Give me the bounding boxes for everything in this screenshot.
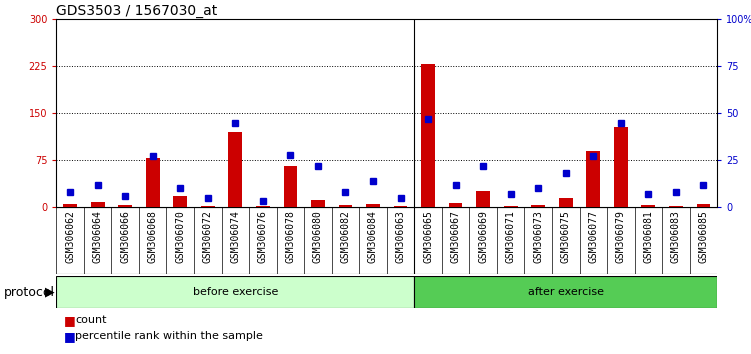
Bar xyxy=(119,205,132,207)
Text: GSM306070: GSM306070 xyxy=(175,210,185,263)
Text: GSM306077: GSM306077 xyxy=(588,210,599,263)
Text: ▶: ▶ xyxy=(45,286,55,298)
Bar xyxy=(283,166,297,207)
Text: GSM306062: GSM306062 xyxy=(65,210,75,263)
Bar xyxy=(531,205,545,207)
Bar xyxy=(311,200,324,207)
Text: GSM306083: GSM306083 xyxy=(671,210,681,263)
Text: ■: ■ xyxy=(64,314,76,327)
Text: GSM306084: GSM306084 xyxy=(368,210,378,263)
Bar xyxy=(614,127,628,207)
Text: protocol: protocol xyxy=(4,286,55,298)
Text: GSM306081: GSM306081 xyxy=(644,210,653,263)
Text: GSM306068: GSM306068 xyxy=(148,210,158,263)
Bar xyxy=(394,206,407,207)
Bar xyxy=(669,206,683,207)
Text: GSM306078: GSM306078 xyxy=(285,210,295,263)
Bar xyxy=(504,206,517,207)
Bar xyxy=(91,202,104,207)
Text: after exercise: after exercise xyxy=(528,287,604,297)
Text: GSM306073: GSM306073 xyxy=(533,210,543,263)
Bar xyxy=(228,132,242,207)
Text: ■: ■ xyxy=(64,330,76,343)
Bar xyxy=(366,204,380,207)
Bar xyxy=(63,204,77,207)
Bar xyxy=(641,205,655,207)
Text: GSM306082: GSM306082 xyxy=(340,210,351,263)
Text: GSM306085: GSM306085 xyxy=(698,210,708,263)
Text: GSM306079: GSM306079 xyxy=(616,210,626,263)
Text: percentile rank within the sample: percentile rank within the sample xyxy=(75,331,263,341)
Bar xyxy=(559,198,572,207)
Bar xyxy=(421,64,435,207)
Bar xyxy=(201,206,215,207)
Bar xyxy=(56,276,415,308)
Bar xyxy=(449,203,463,207)
Text: GSM306074: GSM306074 xyxy=(231,210,240,263)
Text: GDS3503 / 1567030_at: GDS3503 / 1567030_at xyxy=(56,5,218,18)
Text: GSM306066: GSM306066 xyxy=(120,210,130,263)
Text: GSM306075: GSM306075 xyxy=(561,210,571,263)
Bar xyxy=(173,196,187,207)
Text: GSM306063: GSM306063 xyxy=(396,210,406,263)
Bar xyxy=(587,151,600,207)
Text: GSM306072: GSM306072 xyxy=(203,210,213,263)
Bar xyxy=(146,158,159,207)
Text: GSM306080: GSM306080 xyxy=(313,210,323,263)
Text: count: count xyxy=(75,315,107,325)
Bar xyxy=(476,192,490,207)
Bar xyxy=(256,206,270,207)
Text: GSM306071: GSM306071 xyxy=(505,210,516,263)
Text: GSM306065: GSM306065 xyxy=(423,210,433,263)
Text: GSM306076: GSM306076 xyxy=(258,210,268,263)
Text: GSM306064: GSM306064 xyxy=(92,210,103,263)
Bar xyxy=(339,205,352,207)
Text: GSM306067: GSM306067 xyxy=(451,210,460,263)
Bar xyxy=(696,204,710,207)
Text: before exercise: before exercise xyxy=(192,287,278,297)
Text: GSM306069: GSM306069 xyxy=(478,210,488,263)
Bar xyxy=(415,276,717,308)
